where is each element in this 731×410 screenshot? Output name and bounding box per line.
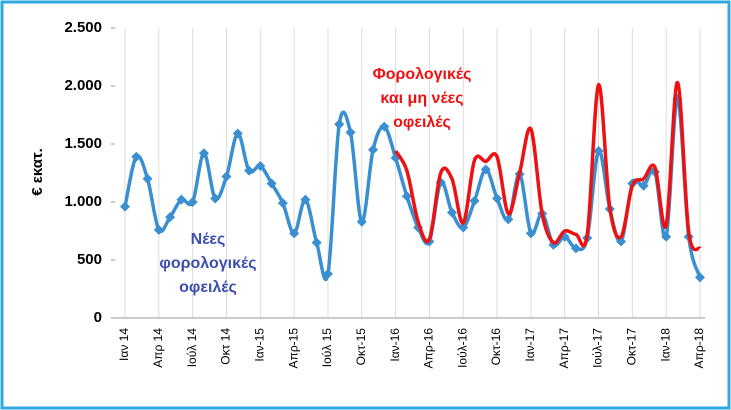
point-marker xyxy=(165,212,176,223)
point-marker xyxy=(334,119,345,130)
series-line xyxy=(394,80,702,252)
point-marker xyxy=(244,165,255,176)
point-marker xyxy=(695,272,705,283)
point-marker xyxy=(210,193,221,204)
x-tick-label: Οκτ 14 xyxy=(219,328,233,365)
point-marker xyxy=(266,178,277,189)
point-marker xyxy=(469,195,480,206)
point-marker xyxy=(187,197,198,207)
point-marker xyxy=(638,180,649,191)
x-tick-label: Ιαν-16 xyxy=(388,328,402,362)
point-marker xyxy=(142,173,153,184)
annotation: Φορολογικές xyxy=(373,66,472,83)
x-tick-label: Ιαν-17 xyxy=(523,328,537,362)
x-tick-label: Απρ-15 xyxy=(286,328,300,369)
point-marker xyxy=(458,222,469,233)
point-marker xyxy=(570,243,581,254)
point-marker xyxy=(232,128,243,139)
point-marker xyxy=(661,231,672,242)
y-tick-label: 2.500 xyxy=(64,19,102,36)
annotation: οφειλές xyxy=(393,114,451,131)
x-tick-label: Ιαν 14 xyxy=(117,328,131,361)
point-marker xyxy=(322,268,333,279)
annotation: οφειλές xyxy=(179,279,237,296)
x-tick-label: Οκτ-16 xyxy=(489,328,503,366)
x-tick-label: Οκτ-17 xyxy=(625,328,639,366)
point-marker xyxy=(480,164,491,175)
x-tick-label: Ιούλ-17 xyxy=(591,328,605,368)
x-tick-label: Απρ 14 xyxy=(151,328,165,368)
x-tick-label: Οκτ-15 xyxy=(354,328,368,366)
x-tick-label: Απρ-18 xyxy=(692,328,706,369)
point-marker xyxy=(176,194,187,205)
y-tick-label: 1.500 xyxy=(64,135,102,152)
point-marker xyxy=(120,201,130,212)
annotation: Νέες xyxy=(191,231,226,248)
x-tick-label: Ιούλ 14 xyxy=(185,328,199,368)
point-marker xyxy=(525,228,536,239)
point-marker xyxy=(289,228,300,239)
x-tick-label: Ιούλ-16 xyxy=(455,328,469,368)
annotation: και μη νέες xyxy=(380,90,463,107)
point-marker xyxy=(311,237,322,248)
point-marker xyxy=(368,144,379,155)
x-tick-label: Ιαν-18 xyxy=(658,328,672,362)
point-marker xyxy=(593,145,604,156)
y-tick-label: 1.000 xyxy=(64,193,102,210)
y-tick-label: 0 xyxy=(94,309,102,326)
point-marker xyxy=(503,214,514,225)
point-marker xyxy=(277,198,288,209)
point-marker xyxy=(356,216,367,227)
point-marker xyxy=(221,171,232,182)
y-tick-label: 2.000 xyxy=(64,77,102,94)
y-axis-label: € εκατ. xyxy=(29,148,46,196)
y-tick-label: 500 xyxy=(77,251,102,268)
point-marker xyxy=(492,193,503,204)
point-marker xyxy=(300,194,311,205)
point-marker xyxy=(198,148,209,159)
point-marker xyxy=(153,224,164,235)
point-marker xyxy=(255,161,266,172)
point-marker xyxy=(401,191,412,202)
x-tick-label: Ιούλ 15 xyxy=(320,328,334,368)
annotation: φορολογικές xyxy=(159,255,256,272)
point-marker xyxy=(446,207,457,218)
point-marker xyxy=(345,127,356,138)
x-tick-label: Ιαν-15 xyxy=(252,328,266,362)
x-tick-label: Απρ-17 xyxy=(557,328,571,369)
point-marker xyxy=(379,121,390,132)
x-tick-label: Απρ-16 xyxy=(422,328,436,369)
point-marker xyxy=(131,151,142,162)
